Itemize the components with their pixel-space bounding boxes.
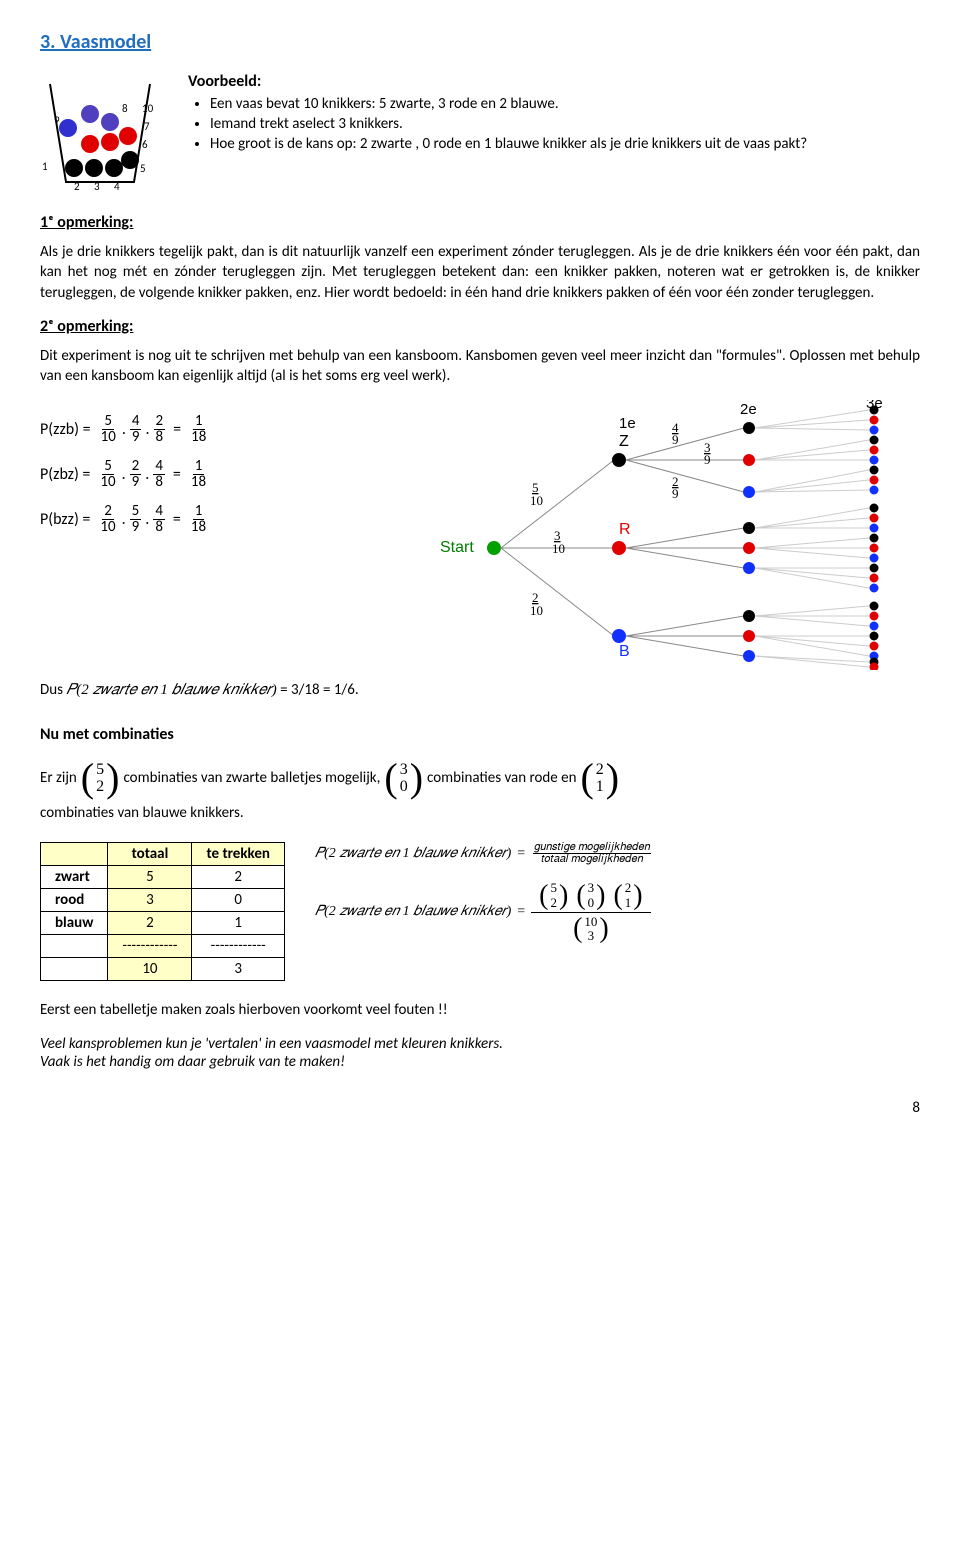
tree-2e-label: 2e bbox=[740, 401, 757, 418]
svg-text:4: 4 bbox=[114, 180, 120, 192]
svg-text:R: R bbox=[619, 521, 631, 538]
opmerking-1-body: Als je drie knikkers tegelijk pakt, dan … bbox=[40, 242, 920, 303]
svg-text:9: 9 bbox=[704, 452, 711, 467]
closing-1: Eerst een tabelletje maken zoals hierbov… bbox=[40, 1001, 920, 1019]
bullet-2: Iemand trekt aselect 3 knikkers. bbox=[210, 115, 920, 133]
section-title: 3. Vaasmodel bbox=[40, 30, 920, 54]
dash-2: ------------ bbox=[192, 935, 284, 958]
svg-text:10: 10 bbox=[530, 493, 543, 508]
rood-totaal: 3 bbox=[108, 889, 192, 912]
zwart-totaal: 5 bbox=[108, 866, 192, 889]
voorbeeld-bullets: Een vaas bevat 10 knikkers: 5 zwarte, 3 … bbox=[188, 95, 920, 153]
row-rood-label: rood bbox=[41, 889, 108, 912]
bullet-1: Een vaas bevat 10 knikkers: 5 zwarte, 3 … bbox=[210, 95, 920, 113]
kansboom-tree: 1e 2e 3e Start 510 310 210 Z R B 49 bbox=[414, 400, 920, 675]
vase-diagram: 9 1 2 3 4 5 6 7 8 10 bbox=[40, 72, 160, 197]
prob-bzz: P(bzz) = 210 . 59 . 48 = 118 bbox=[40, 504, 390, 535]
dash-1: ------------ bbox=[108, 935, 192, 958]
binom-2-1: (21) bbox=[580, 758, 619, 798]
opmerking-2-body: Dit experiment is nog uit te schrijven m… bbox=[40, 346, 920, 387]
zwart-trekken: 2 bbox=[192, 866, 284, 889]
svg-text:5: 5 bbox=[140, 162, 146, 175]
svg-text:8: 8 bbox=[122, 102, 128, 115]
combi-sentence-line1: Er zijn (52) combinaties van zwarte ball… bbox=[40, 758, 920, 798]
svg-text:10: 10 bbox=[552, 541, 565, 556]
svg-text:7: 7 bbox=[144, 120, 150, 133]
voorbeeld-title: Voorbeeld: bbox=[188, 72, 920, 91]
svg-text:Z: Z bbox=[619, 433, 629, 450]
page-number: 8 bbox=[40, 1099, 920, 1117]
svg-text:9: 9 bbox=[672, 486, 679, 501]
svg-text:B: B bbox=[619, 643, 630, 660]
svg-text:10: 10 bbox=[530, 603, 543, 618]
opmerking-1-head: 1ᵉ opmerking: bbox=[40, 213, 920, 232]
combi-sentence-line2: combinaties van blauwe knikkers. bbox=[40, 804, 920, 822]
tree-1e-label: 1e bbox=[619, 415, 636, 432]
prob-zzb-label: P(zzb) = bbox=[40, 420, 91, 439]
svg-text:9: 9 bbox=[54, 114, 60, 127]
blauw-trekken: 1 bbox=[192, 912, 284, 935]
prob-bzz-label: P(bzz) = bbox=[40, 510, 90, 529]
row-blauw-label: blauw bbox=[41, 912, 108, 935]
combi-table: totaal te trekken zwart 5 2 rood 3 0 bla… bbox=[40, 842, 285, 981]
svg-text:1: 1 bbox=[42, 160, 48, 173]
th-trekken: te trekken bbox=[192, 843, 284, 866]
formula-block: 𝑃(2 𝑧𝑤𝑎𝑟𝑡𝑒 𝑒𝑛 1 𝑏𝑙𝑎𝑢𝑤𝑒 𝑘𝑛𝑖𝑘𝑘𝑒𝑟) = 𝑔𝑢𝑛𝑠𝑡𝑖… bbox=[315, 836, 653, 949]
closing-2: Veel kansproblemen kun je 'vertalen' in … bbox=[40, 1035, 920, 1053]
sum-totaal: 10 bbox=[108, 958, 192, 981]
closing-3: Vaak is het handig om daar gebruik van t… bbox=[40, 1053, 920, 1071]
binom-3-0: (30) bbox=[384, 758, 423, 798]
rood-trekken: 0 bbox=[192, 889, 284, 912]
opmerking-2-head: 2ᵉ opmerking: bbox=[40, 317, 920, 336]
combinaties-head: Nu met combinaties bbox=[40, 725, 920, 744]
binom-5-2: (52) bbox=[81, 758, 120, 798]
sum-trekken: 3 bbox=[192, 958, 284, 981]
prob-zbz-label: P(zbz) = bbox=[40, 465, 90, 484]
prob-zzb: P(zzb) = 510 . 49 . 28 = 118 bbox=[40, 414, 390, 445]
dus-line: Dus 𝑃(2 𝑧𝑤𝑎𝑟𝑡𝑒 𝑒𝑛 1 𝑏𝑙𝑎𝑢𝑤𝑒 𝑘𝑛𝑖𝑘𝑘𝑒𝑟) = 3/… bbox=[40, 681, 920, 699]
bullet-3: Hoe groot is de kans op: 2 zwarte , 0 ro… bbox=[210, 135, 920, 153]
tree-start-label: Start bbox=[440, 539, 474, 556]
svg-text:2: 2 bbox=[74, 180, 80, 192]
svg-text:3: 3 bbox=[94, 180, 100, 192]
th-totaal: totaal bbox=[108, 843, 192, 866]
row-zwart-label: zwart bbox=[41, 866, 108, 889]
svg-text:10: 10 bbox=[142, 102, 154, 115]
blauw-totaal: 2 bbox=[108, 912, 192, 935]
prob-zbz: P(zbz) = 510 . 29 . 48 = 118 bbox=[40, 459, 390, 490]
svg-text:9: 9 bbox=[672, 432, 679, 447]
svg-text:6: 6 bbox=[142, 138, 148, 151]
